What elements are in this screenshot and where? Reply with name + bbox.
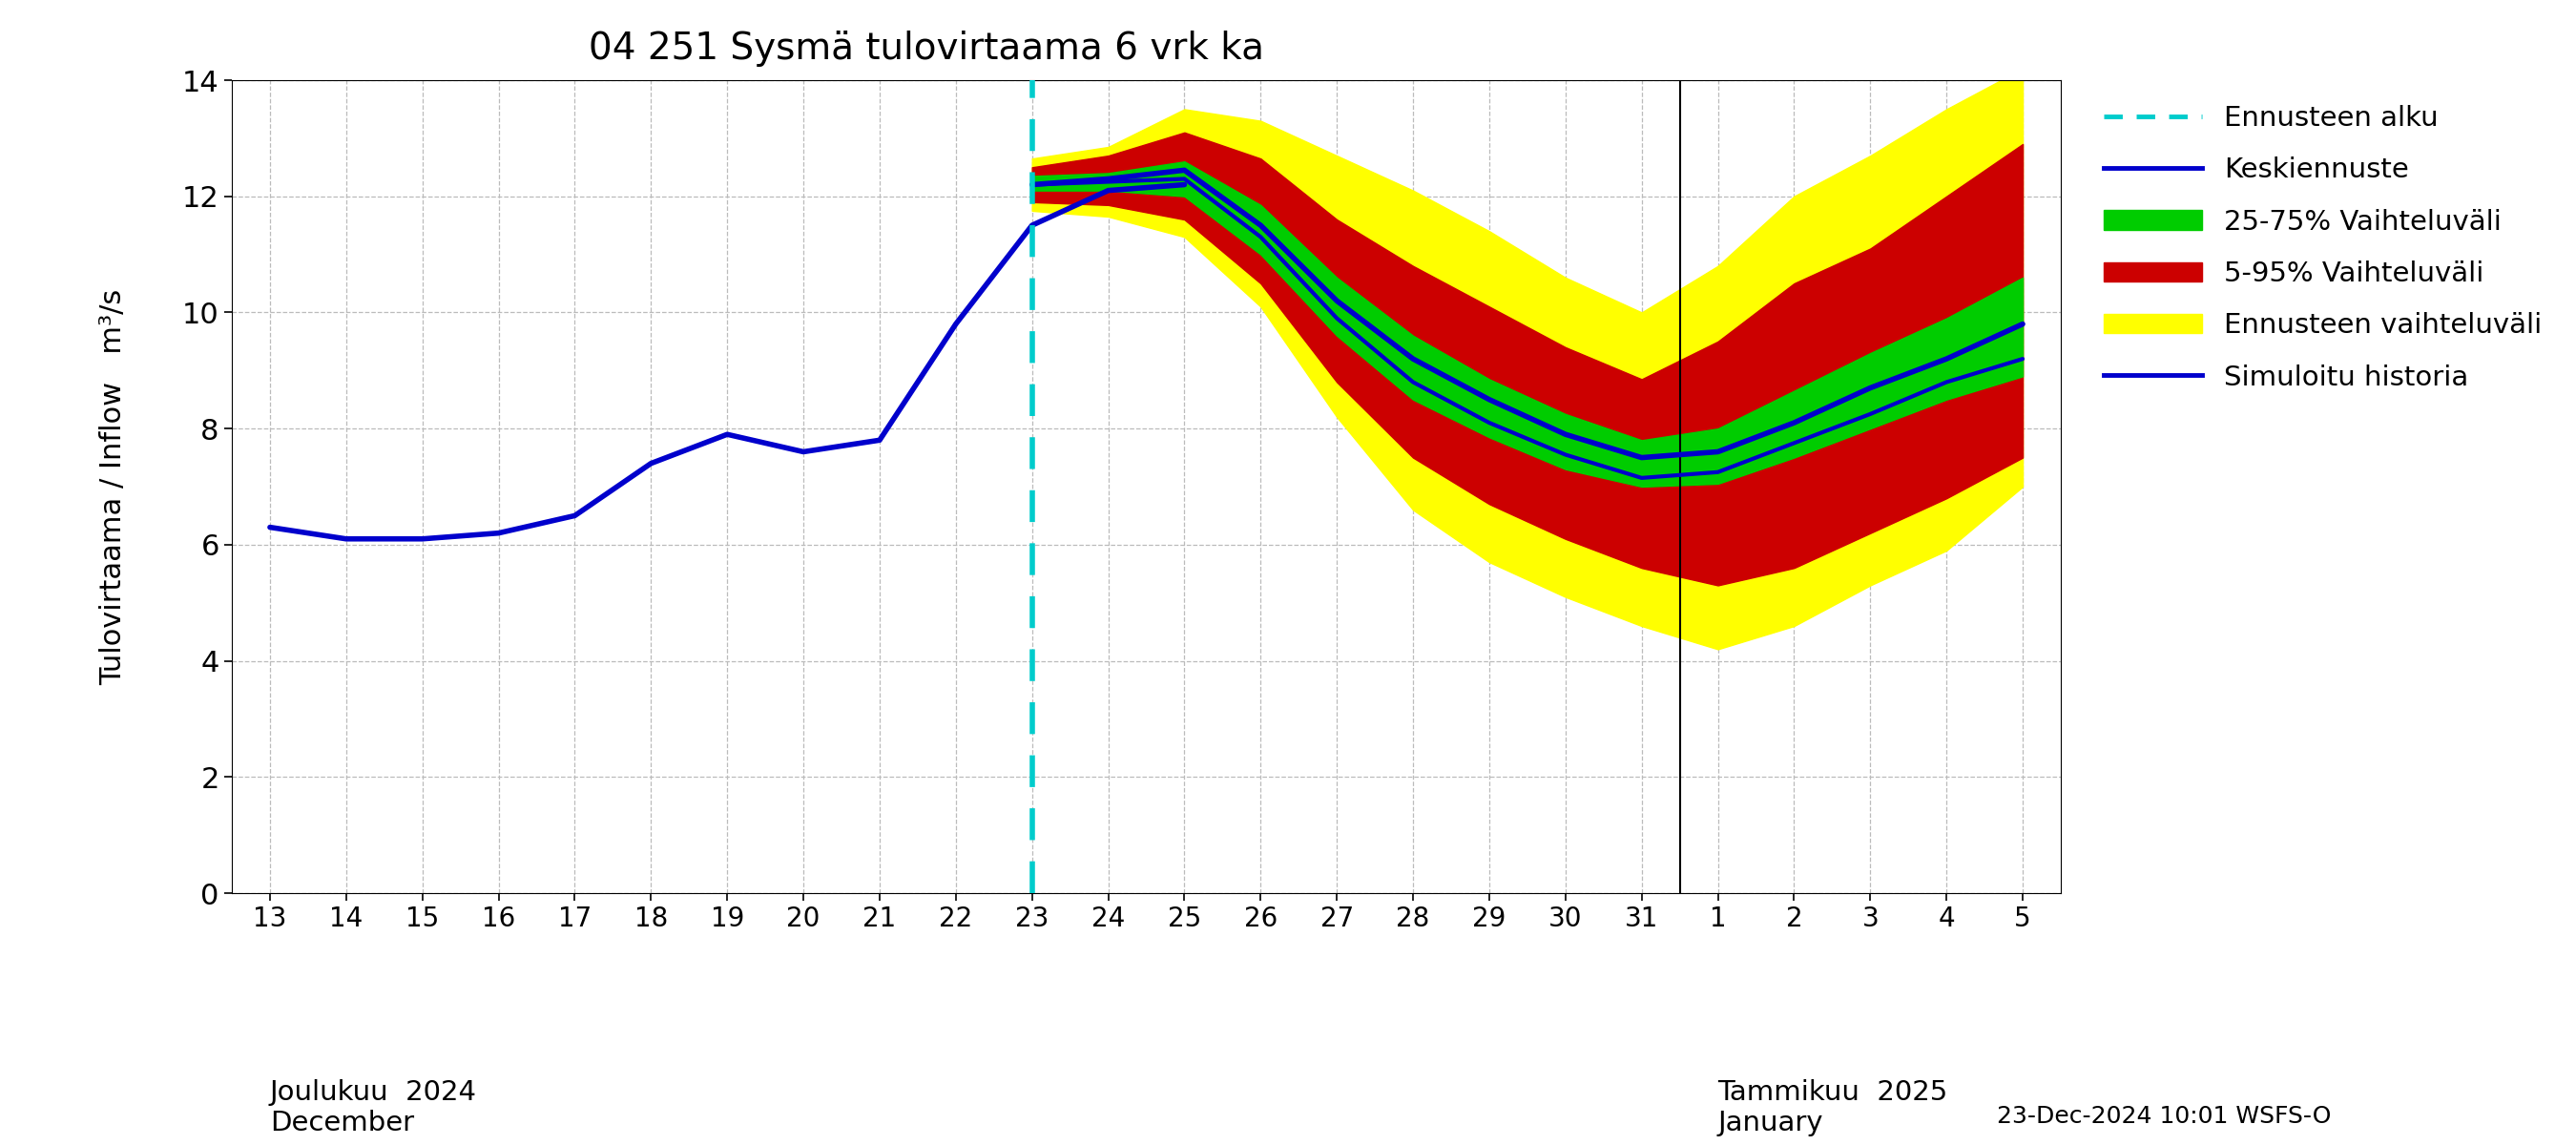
Title: 04 251 Sysmä tulovirtaama 6 vrk ka: 04 251 Sysmä tulovirtaama 6 vrk ka <box>590 30 1265 66</box>
Text: Tammikuu  2025
January: Tammikuu 2025 January <box>1718 1079 1947 1137</box>
Text: 23-Dec-2024 10:01 WSFS-O: 23-Dec-2024 10:01 WSFS-O <box>1996 1105 2331 1128</box>
Legend: Ennusteen alku, Keskiennuste, 25-75% Vaihteluväli, 5-95% Vaihteluväli, Ennusteen: Ennusteen alku, Keskiennuste, 25-75% Vai… <box>2094 94 2553 402</box>
Text: Joulukuu  2024
December: Joulukuu 2024 December <box>270 1079 477 1137</box>
Text: Tulovirtaama / Inflow   m³/s: Tulovirtaama / Inflow m³/s <box>98 289 126 685</box>
